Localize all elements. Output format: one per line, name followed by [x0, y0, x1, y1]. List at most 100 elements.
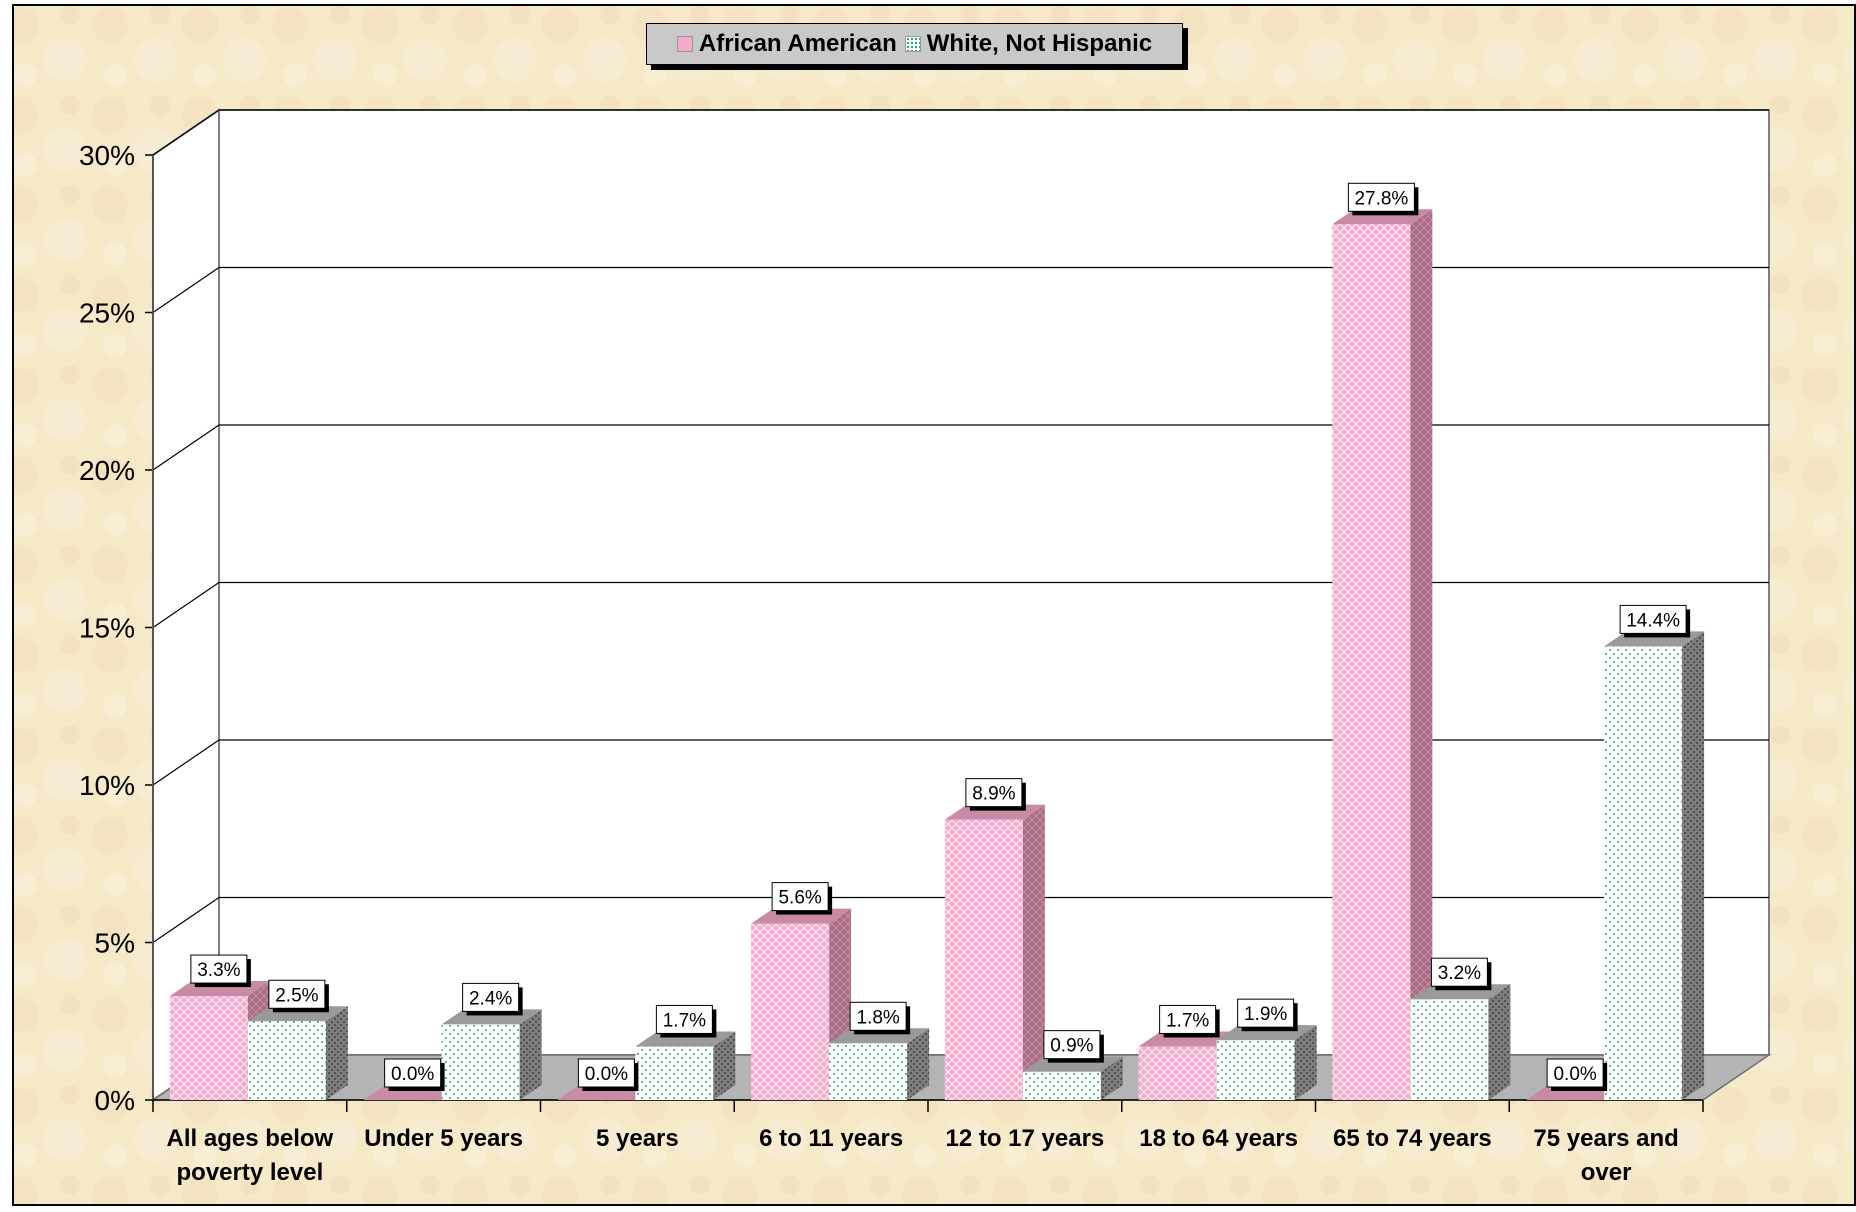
x-tick-label: 12 to 17 years	[945, 1125, 1105, 1152]
bar-white-not-hispanic	[441, 1009, 542, 1100]
x-tick-label: 6 to 11 years	[759, 1125, 904, 1152]
data-label: 1.9%	[1237, 998, 1298, 1032]
data-label: 2.5%	[268, 979, 329, 1013]
bar-white-not-hispanic	[1216, 1025, 1317, 1100]
bar-front	[247, 1021, 326, 1100]
bar-side	[1100, 1056, 1123, 1100]
bar-african-american	[944, 804, 1045, 1100]
bar-side	[1022, 804, 1045, 1100]
data-label-text: 1.7%	[663, 1010, 706, 1031]
gridline-side	[152, 109, 220, 156]
x-tick-label: 75 years and over	[1533, 1125, 1679, 1186]
y-tick-label: 20%	[79, 455, 135, 486]
data-label-text: 27.8%	[1354, 188, 1408, 209]
y-tick-label: 0%	[95, 1085, 135, 1116]
gridline-side	[152, 739, 220, 786]
data-label-text: 1.8%	[856, 1007, 899, 1028]
bar-front	[1604, 646, 1683, 1100]
gridline-side	[152, 897, 220, 943]
data-label-box	[268, 979, 326, 1009]
legend-item-african-american: African American	[676, 30, 897, 58]
data-label: 2.4%	[462, 982, 523, 1016]
legend: African American White, Not Hispanic	[646, 23, 1183, 65]
bar-front	[441, 1024, 520, 1100]
data-label-box	[1159, 1004, 1217, 1034]
bar-white-not-hispanic	[829, 1028, 930, 1100]
data-label-text: 5.6%	[778, 888, 821, 909]
bar-side	[907, 1028, 930, 1100]
y-tick-label: 30%	[79, 140, 135, 171]
bar-white-not-hispanic	[1604, 631, 1705, 1100]
data-label-box	[1546, 1058, 1604, 1088]
data-label-box	[462, 982, 520, 1012]
data-label: 8.9%	[965, 778, 1026, 811]
bar-front	[1022, 1071, 1101, 1100]
bar-front	[1332, 224, 1411, 1101]
data-label-box	[1619, 604, 1687, 634]
data-label: 0.0%	[577, 1058, 639, 1091]
data-label: 3.2%	[1430, 957, 1492, 991]
bar-front	[944, 819, 1023, 1100]
bar-front	[1410, 999, 1489, 1100]
bar-white-not-hispanic	[1022, 1056, 1123, 1100]
data-label-box	[655, 1004, 713, 1034]
data-label: 1.8%	[849, 1001, 911, 1035]
data-label: 5.6%	[771, 882, 833, 915]
bar-front	[169, 996, 248, 1100]
x-tick-label: Under 5 years	[364, 1125, 523, 1152]
data-label-text: 14.4%	[1626, 610, 1680, 631]
data-label-text: 2.5%	[275, 985, 318, 1006]
data-label-text: 0.0%	[391, 1064, 434, 1085]
data-label-text: 3.2%	[1438, 963, 1481, 984]
data-label: 0.0%	[384, 1058, 445, 1091]
x-tick-label: 65 to 74 years	[1332, 1125, 1492, 1152]
data-label-text: 2.4%	[469, 988, 512, 1009]
data-label-text: 3.3%	[197, 960, 240, 981]
data-label: 1.7%	[1159, 1004, 1220, 1038]
data-label-box	[577, 1058, 635, 1088]
data-label-box	[1237, 998, 1295, 1028]
data-label-box	[190, 954, 248, 984]
y-tick-label: 25%	[79, 298, 135, 329]
bar-african-american	[1332, 209, 1433, 1101]
data-label-box	[1347, 182, 1415, 212]
data-label-box	[849, 1001, 907, 1031]
bar-front	[1138, 1046, 1217, 1100]
data-label-text: 0.0%	[1553, 1064, 1596, 1085]
legend-label-african-american: African American	[698, 30, 897, 57]
y-tick-label: 15%	[79, 613, 135, 644]
gridline-side	[152, 582, 220, 628]
bar-side	[713, 1031, 736, 1100]
data-label-box	[965, 778, 1023, 808]
bar-side	[1294, 1025, 1317, 1100]
y-tick-label: 5%	[95, 928, 135, 959]
data-label-box	[384, 1058, 442, 1088]
bar-side	[1682, 631, 1705, 1100]
data-label: 3.3%	[190, 954, 251, 988]
data-label: 0.0%	[1546, 1058, 1608, 1091]
data-label-text: 0.9%	[1050, 1036, 1093, 1057]
y-tick-label: 10%	[79, 770, 135, 801]
legend-swatch-african-american	[676, 36, 693, 52]
bar-front	[751, 923, 830, 1100]
x-tick-label: 18 to 64 years	[1139, 1125, 1299, 1152]
legend-item-white-not-hispanic: White, Not Hispanic	[904, 30, 1153, 58]
gridline-side	[152, 424, 220, 471]
data-label: 14.4%	[1619, 604, 1691, 638]
data-label-box	[1430, 957, 1488, 987]
legend-label-white-not-hispanic: White, Not Hispanic	[926, 30, 1153, 57]
bar-side	[325, 1006, 348, 1100]
bar-front	[1216, 1040, 1295, 1100]
data-label-text: 0.0%	[585, 1064, 628, 1085]
data-label-text: 1.7%	[1166, 1010, 1209, 1031]
data-label-box	[1043, 1030, 1101, 1060]
data-label-box	[771, 882, 829, 912]
gridline-side	[152, 267, 220, 313]
bar-white-not-hispanic	[247, 1006, 348, 1100]
data-label: 0.9%	[1043, 1030, 1104, 1063]
bar-front	[829, 1043, 908, 1100]
bar-side	[1410, 209, 1433, 1101]
data-label: 27.8%	[1347, 182, 1419, 216]
